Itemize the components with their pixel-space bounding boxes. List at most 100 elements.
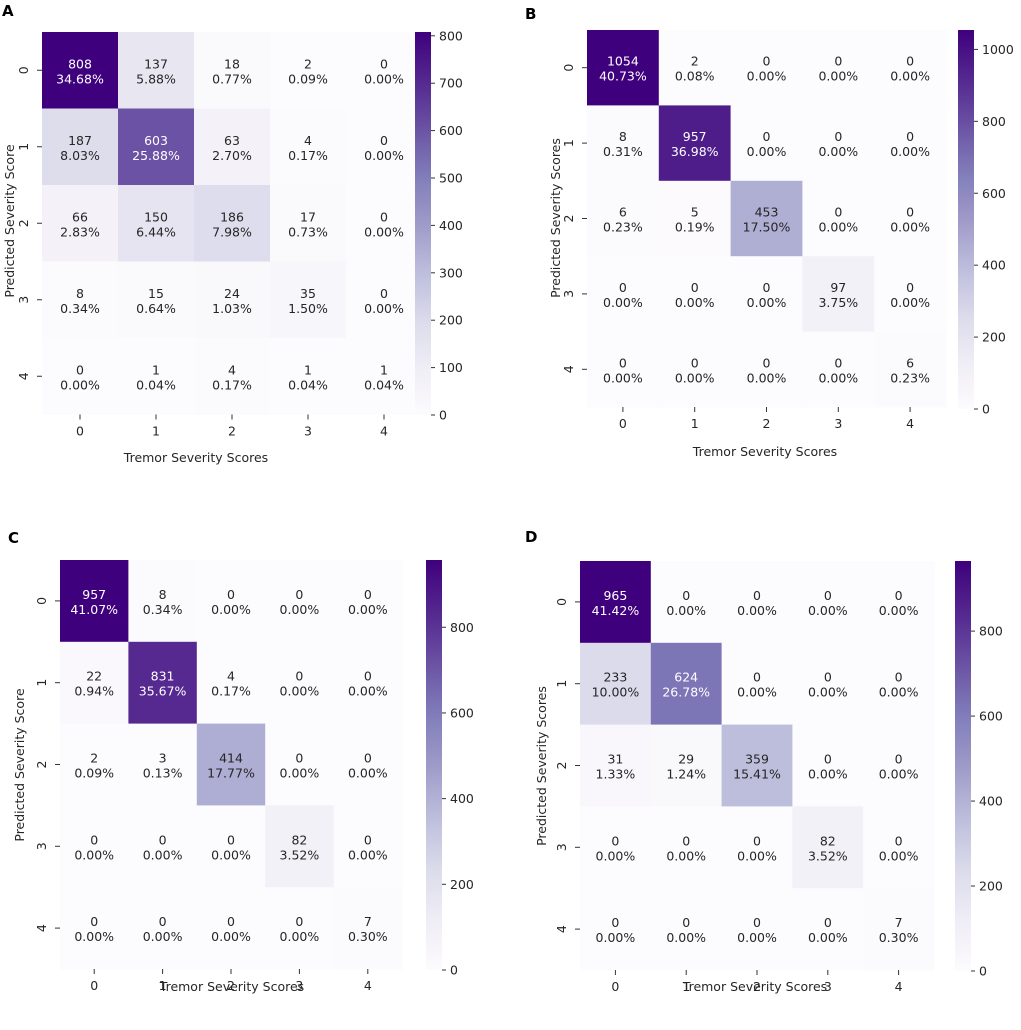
cell-percent-label: 0.00% — [879, 685, 919, 700]
heatmap-cell — [270, 185, 347, 262]
heatmap-cell — [802, 105, 875, 182]
cell-percent-label: 0.64% — [136, 301, 176, 316]
cell-count-label: 8 — [76, 286, 84, 301]
cell-count-label: 453 — [755, 205, 779, 220]
cell-count-label: 0 — [364, 832, 372, 847]
cell-count-label: 0 — [834, 129, 842, 144]
x-tick-label: 0 — [90, 978, 98, 993]
panel-c: C95741.07%80.34%00.00%00.00%00.00%220.94… — [8, 529, 474, 994]
cell-count-label: 808 — [68, 56, 92, 71]
cell-count-label: 0 — [364, 751, 372, 766]
cell-percent-label: 0.34% — [143, 602, 183, 617]
x-tick-label: 1 — [159, 978, 167, 993]
cell-percent-label: 2.83% — [60, 224, 100, 239]
heatmap-cell — [721, 724, 793, 807]
cell-percent-label: 0.00% — [348, 602, 388, 617]
cell-count-label: 4 — [304, 133, 312, 148]
heatmap-cell — [587, 180, 660, 257]
colorbar-tick-label: 400 — [979, 794, 1003, 809]
cell-count-label: 1 — [304, 362, 312, 377]
cell-count-label: 0 — [691, 355, 699, 370]
heatmap-cell — [333, 887, 403, 970]
cell-percent-label: 40.73% — [599, 69, 647, 84]
cell-percent-label: 0.77% — [212, 71, 252, 86]
cell-percent-label: 0.00% — [879, 603, 919, 618]
heatmap-cell — [874, 30, 947, 106]
x-tick-label: 2 — [763, 416, 771, 431]
heatmap-cell — [196, 887, 266, 970]
heatmap-cell — [792, 561, 864, 644]
cell-count-label: 0 — [834, 355, 842, 370]
cell-count-label: 0 — [906, 280, 914, 295]
cell-percent-label: 0.04% — [364, 377, 404, 392]
cell-percent-label: 0.00% — [675, 295, 715, 310]
cell-count-label: 0 — [619, 280, 627, 295]
heatmap-cell — [730, 256, 803, 333]
heatmap-cell — [802, 331, 875, 408]
heatmap-cell — [863, 888, 935, 971]
cell-percent-label: 0.00% — [280, 684, 320, 699]
heatmap-cell — [650, 642, 723, 726]
heatmap-cell — [42, 185, 119, 262]
cell-count-label: 0 — [691, 280, 699, 295]
heatmap-cell — [730, 105, 803, 182]
x-tick-label: 0 — [611, 979, 619, 994]
heatmap-cell — [730, 180, 803, 257]
panel-label: A — [2, 2, 14, 20]
cell-count-label: 0 — [682, 588, 690, 603]
x-tick-label: 3 — [295, 978, 303, 993]
cell-percent-label: 25.88% — [132, 148, 180, 163]
cell-percent-label: 0.00% — [818, 220, 858, 235]
cell-count-label: 0 — [753, 915, 761, 930]
cell-percent-label: 17.50% — [743, 220, 791, 235]
heatmap-cell — [333, 805, 403, 888]
cell-count-label: 0 — [227, 914, 235, 929]
y-tick-label: 3 — [16, 296, 31, 304]
colorbar-tick-label: 200 — [979, 879, 1003, 894]
cell-percent-label: 0.00% — [280, 766, 320, 781]
heatmap-cell — [587, 331, 660, 408]
x-tick-label: 3 — [824, 979, 832, 994]
y-tick-label: 4 — [561, 365, 576, 373]
cell-count-label: 2 — [691, 54, 699, 69]
cell-percent-label: 0.00% — [603, 295, 643, 310]
heatmap-cell — [792, 642, 864, 726]
colorbar-tick-label: 600 — [982, 186, 1006, 201]
cell-percent-label: 0.00% — [74, 847, 114, 862]
heatmap-cell — [721, 806, 793, 889]
cell-percent-label: 0.00% — [211, 929, 251, 944]
heatmap-cell — [580, 806, 652, 889]
cell-percent-label: 0.00% — [879, 848, 919, 863]
heatmap-cell — [333, 641, 403, 725]
cell-percent-label: 34.68% — [56, 71, 104, 86]
heatmap-cell — [346, 261, 423, 339]
heatmap-cell — [580, 888, 652, 971]
heatmap-cell — [580, 561, 652, 644]
cell-count-label: 0 — [380, 209, 388, 224]
panel-label: B — [525, 5, 536, 23]
cell-count-label: 0 — [380, 56, 388, 71]
cell-count-label: 414 — [219, 751, 243, 766]
cell-count-label: 2 — [304, 56, 312, 71]
heatmap-cell — [128, 560, 198, 643]
cell-count-label: 0 — [611, 915, 619, 930]
cell-percent-label: 0.00% — [348, 847, 388, 862]
colorbar — [426, 560, 442, 970]
y-tick-label: 2 — [16, 219, 31, 227]
heatmap-cell — [333, 723, 403, 806]
cell-percent-label: 0.00% — [143, 847, 183, 862]
cell-count-label: 2 — [90, 751, 98, 766]
cell-count-label: 5 — [691, 205, 699, 220]
colorbar — [955, 561, 971, 971]
cell-count-label: 0 — [906, 205, 914, 220]
cell-count-label: 66 — [72, 209, 88, 224]
heatmap-cell — [60, 560, 129, 643]
cell-percent-label: 0.00% — [818, 144, 858, 159]
cell-percent-label: 0.00% — [280, 929, 320, 944]
colorbar-tick-label: 0 — [439, 408, 447, 423]
heatmap-cell — [802, 30, 875, 106]
cell-count-label: 8 — [159, 587, 167, 602]
cell-count-label: 831 — [151, 669, 175, 684]
cell-count-label: 0 — [763, 280, 771, 295]
